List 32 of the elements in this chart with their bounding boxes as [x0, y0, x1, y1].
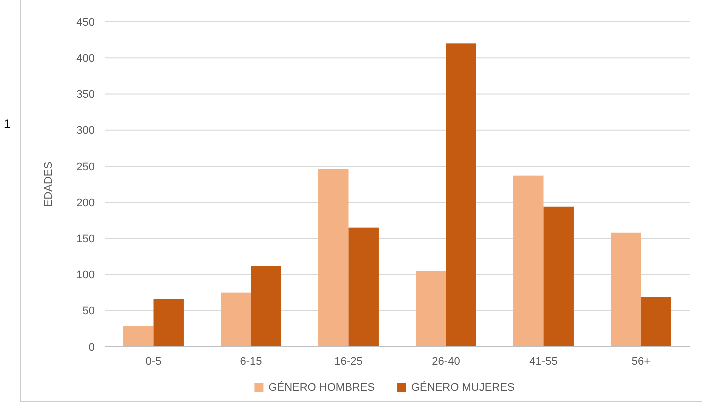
y-tick-label: 450	[76, 16, 95, 29]
legend-label: GÉNERO MUJERES	[412, 381, 515, 394]
x-tick-label: 41-55	[530, 356, 558, 368]
y-tick-label: 250	[76, 161, 95, 174]
x-tick-label: 6-15	[240, 356, 262, 368]
y-tick-label: 400	[76, 52, 95, 65]
bar	[416, 271, 446, 347]
y-tick-label: 200	[76, 197, 95, 210]
bar	[514, 176, 544, 347]
bar	[544, 206, 574, 347]
y-tick-label: 350	[76, 89, 95, 102]
bar	[641, 297, 672, 347]
legend-label: GÉNERO HOMBRES	[268, 381, 376, 394]
y-tick-label: 0	[88, 342, 95, 354]
bar	[154, 299, 184, 347]
x-tick-label: 26-40	[432, 356, 460, 368]
bar	[446, 44, 476, 347]
y-tick-label: 300	[76, 125, 95, 138]
bar	[318, 169, 349, 347]
x-tick-label: 56+	[632, 356, 651, 368]
text: 1	[4, 117, 11, 131]
bar	[251, 266, 282, 347]
y-tick-label: 150	[76, 234, 95, 246]
x-tick-label: 16-25	[334, 356, 363, 368]
y-tick-label: 50	[82, 306, 95, 318]
y-tick-label: 100	[76, 270, 95, 282]
bar	[124, 326, 154, 347]
bar	[348, 228, 379, 347]
bar	[221, 292, 252, 347]
bar	[611, 232, 642, 347]
x-tick-label: 0-5	[146, 356, 162, 368]
y-axis-title: EDADES	[43, 162, 55, 208]
